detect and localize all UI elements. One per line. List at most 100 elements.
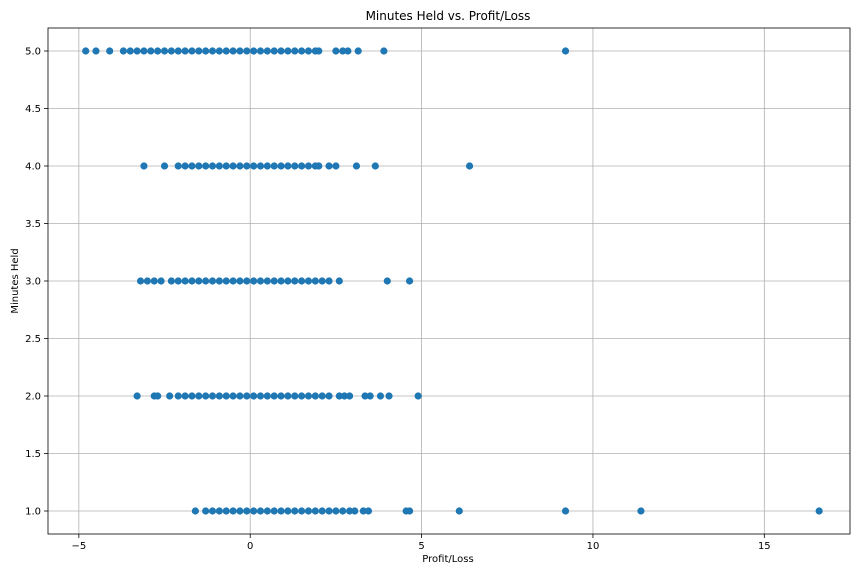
scatter-point <box>351 507 359 515</box>
scatter-point <box>160 162 169 170</box>
y-tick-label: 3.0 <box>25 277 41 288</box>
scatter-point <box>332 47 340 55</box>
scatter-point <box>174 162 182 170</box>
scatter-point <box>229 162 237 170</box>
scatter-point <box>222 277 230 285</box>
scatter-point <box>215 162 223 170</box>
scatter-point <box>270 392 278 400</box>
scatter-point <box>298 507 306 515</box>
scatter-point <box>256 507 265 515</box>
scatter-point <box>174 277 182 285</box>
scatter-point <box>174 392 182 400</box>
scatter-point <box>354 47 362 55</box>
scatter-point <box>270 162 278 170</box>
scatter-point <box>140 162 148 170</box>
scatter-point <box>385 392 393 400</box>
scatter-point <box>346 507 354 515</box>
scatter-point <box>229 277 237 285</box>
scatter-point <box>311 507 319 515</box>
scatter-point <box>154 392 162 400</box>
scatter-point <box>332 507 340 515</box>
scatter-point <box>188 162 196 170</box>
scatter-point <box>208 47 217 55</box>
scatter-point <box>815 507 823 515</box>
scatter-point <box>291 392 299 400</box>
y-axis-ticks: 1.0 1.5 2.0 2.5 3.0 3.5 4.0 4.5 5.0 <box>25 47 48 518</box>
scatter-point <box>202 47 210 55</box>
scatter-point <box>166 392 174 400</box>
scatter-point <box>181 162 189 170</box>
scatter-point <box>284 47 292 55</box>
scatter-point <box>263 162 271 170</box>
y-axis-label: Minutes Held <box>10 248 21 313</box>
scatter-point <box>181 47 189 55</box>
scatter-point <box>243 392 251 400</box>
scatter-point <box>195 162 203 170</box>
scatter-point <box>298 162 306 170</box>
scatter-point <box>150 277 158 285</box>
scatter-point <box>339 507 347 515</box>
scatter-point <box>277 392 285 400</box>
scatter-point <box>236 277 244 285</box>
scatter-point <box>304 507 313 515</box>
scatter-point <box>147 47 155 55</box>
y-tick-label: 4.0 <box>25 162 41 173</box>
scatter-point <box>561 507 570 515</box>
scatter-point <box>92 47 100 55</box>
scatter-point <box>359 507 367 515</box>
scatter-point <box>380 47 388 55</box>
scatter-point <box>215 392 223 400</box>
scatter-point <box>250 392 258 400</box>
scatter-point <box>82 47 90 55</box>
y-tick-label: 5.0 <box>25 47 41 58</box>
scatter-point <box>371 162 379 170</box>
scatter-point <box>270 47 278 55</box>
scatter-point <box>256 47 265 55</box>
scatter-point <box>284 507 292 515</box>
scatter-point <box>215 277 223 285</box>
y-tick-label: 2.5 <box>25 334 41 345</box>
x-axis-ticks: −5 0 5 10 15 <box>71 534 771 552</box>
scatter-point <box>256 162 265 170</box>
scatter-point <box>256 392 265 400</box>
scatter-point <box>215 47 223 55</box>
scatter-point <box>298 277 306 285</box>
y-tick-label: 3.5 <box>25 219 41 230</box>
scatter-point <box>174 47 182 55</box>
scatter-point <box>250 47 258 55</box>
scatter-point <box>202 392 210 400</box>
scatter-point <box>256 277 265 285</box>
scatter-point <box>202 162 210 170</box>
scatter-point <box>188 277 196 285</box>
scatter-point <box>136 277 145 285</box>
data-points <box>82 47 823 515</box>
scatter-point <box>250 162 258 170</box>
scatter-point <box>352 162 361 170</box>
scatter-point <box>215 507 223 515</box>
scatter-point <box>202 507 210 515</box>
scatter-point <box>325 277 333 285</box>
scatter-point <box>250 277 258 285</box>
scatter-point <box>332 162 340 170</box>
scatter-point <box>229 507 237 515</box>
scatter-point <box>133 392 141 400</box>
x-tick-label: 10 <box>587 541 600 552</box>
scatter-point <box>315 47 323 55</box>
scatter-point <box>208 392 217 400</box>
scatter-point <box>315 162 323 170</box>
scatter-point <box>414 392 422 400</box>
scatter-point <box>270 507 278 515</box>
scatter-point <box>202 277 210 285</box>
scatter-point <box>188 47 196 55</box>
x-tick-label: 5 <box>418 541 424 552</box>
scatter-point <box>157 277 165 285</box>
scatter-point <box>361 392 369 400</box>
scatter-point <box>195 47 203 55</box>
scatter-point <box>284 162 292 170</box>
scatter-point <box>325 162 333 170</box>
scatter-point <box>346 392 354 400</box>
scatter-point <box>154 47 162 55</box>
scatter-point <box>291 507 299 515</box>
scatter-point <box>366 392 374 400</box>
